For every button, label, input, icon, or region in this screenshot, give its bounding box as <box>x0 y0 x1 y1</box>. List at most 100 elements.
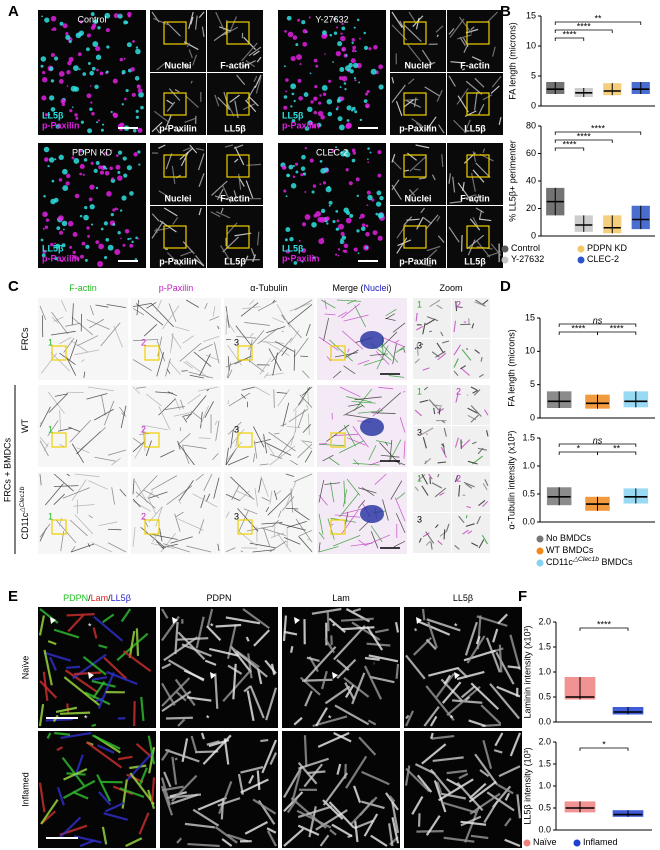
filament <box>363 813 379 837</box>
micrograph <box>413 385 451 425</box>
signal <box>329 33 333 37</box>
roi-box <box>51 519 67 535</box>
tile-label: p-Paxilin <box>159 123 197 133</box>
filament <box>132 500 151 512</box>
filament <box>436 89 443 102</box>
filament <box>225 547 236 553</box>
signal <box>95 54 102 60</box>
filament <box>195 147 205 151</box>
filament <box>352 426 369 448</box>
filament <box>238 490 250 502</box>
legend-label: Naïve <box>533 837 557 847</box>
signal <box>87 62 91 65</box>
filament <box>174 397 181 411</box>
signal <box>349 213 354 218</box>
filament <box>67 614 85 633</box>
filament <box>458 16 473 34</box>
filament <box>323 317 329 341</box>
signal <box>53 56 59 61</box>
filament <box>269 453 283 460</box>
filament <box>321 670 328 690</box>
signal <box>122 243 126 247</box>
filament <box>254 74 262 89</box>
signal <box>375 201 382 207</box>
zoom-number: 2 <box>141 511 146 521</box>
signal <box>341 22 344 26</box>
filament <box>151 121 163 133</box>
filament <box>292 350 296 353</box>
filament <box>213 342 220 364</box>
significance-bracket <box>597 451 637 455</box>
filament <box>233 144 244 149</box>
filament <box>206 608 214 627</box>
filament <box>240 302 259 317</box>
signal <box>54 158 57 161</box>
filament <box>200 732 205 740</box>
filament <box>403 390 406 393</box>
signal <box>368 47 372 51</box>
filament <box>220 798 225 820</box>
filament <box>285 507 299 510</box>
filament <box>476 515 482 525</box>
filament <box>466 348 468 351</box>
filament <box>416 325 423 331</box>
filament <box>158 190 170 198</box>
filament <box>132 437 143 446</box>
filament <box>194 15 198 30</box>
micrograph <box>413 426 451 466</box>
filament <box>344 682 356 700</box>
signal <box>129 243 134 248</box>
filament <box>422 216 432 225</box>
signal <box>40 64 44 68</box>
signal <box>112 208 116 212</box>
legend-swatch <box>501 256 509 264</box>
filament <box>266 372 284 376</box>
y-tick-label: 15 <box>525 312 535 322</box>
signal <box>335 51 341 57</box>
filament <box>458 772 469 780</box>
filament <box>435 350 446 358</box>
filament <box>215 420 220 441</box>
legend-swatch <box>573 839 581 847</box>
filament <box>391 184 402 200</box>
signal <box>48 95 55 101</box>
filament <box>466 234 485 250</box>
filament <box>478 218 492 222</box>
signal <box>127 14 131 18</box>
signal <box>50 15 57 22</box>
y-tick-label: 0.0 <box>538 824 551 834</box>
filament <box>132 308 145 316</box>
condition-title: Control <box>77 14 106 24</box>
signal <box>344 149 349 154</box>
signal <box>365 224 369 228</box>
filament <box>482 148 486 154</box>
text-part: PDPN <box>63 593 88 603</box>
filament <box>286 481 297 506</box>
text-part: p-Paxilin <box>159 283 194 293</box>
signal <box>353 77 357 80</box>
signal <box>297 78 302 83</box>
filament <box>245 636 250 642</box>
filament <box>369 353 388 356</box>
filament <box>287 304 313 325</box>
filament <box>353 388 373 411</box>
signal <box>138 163 141 166</box>
filament <box>443 836 475 843</box>
filament <box>260 341 284 344</box>
column-header: Zoom <box>439 283 462 293</box>
signal <box>352 45 357 50</box>
text-part: △Clec1b <box>19 486 26 513</box>
signal <box>341 26 346 31</box>
filament <box>59 336 72 345</box>
filament <box>407 78 415 85</box>
filament <box>480 356 483 362</box>
filament <box>117 755 133 761</box>
filament <box>165 748 200 763</box>
filament <box>416 344 419 356</box>
filament <box>343 405 363 416</box>
filament <box>347 348 350 353</box>
signal <box>112 78 118 84</box>
filament <box>227 369 233 379</box>
signal <box>126 165 132 171</box>
signal <box>360 226 366 232</box>
